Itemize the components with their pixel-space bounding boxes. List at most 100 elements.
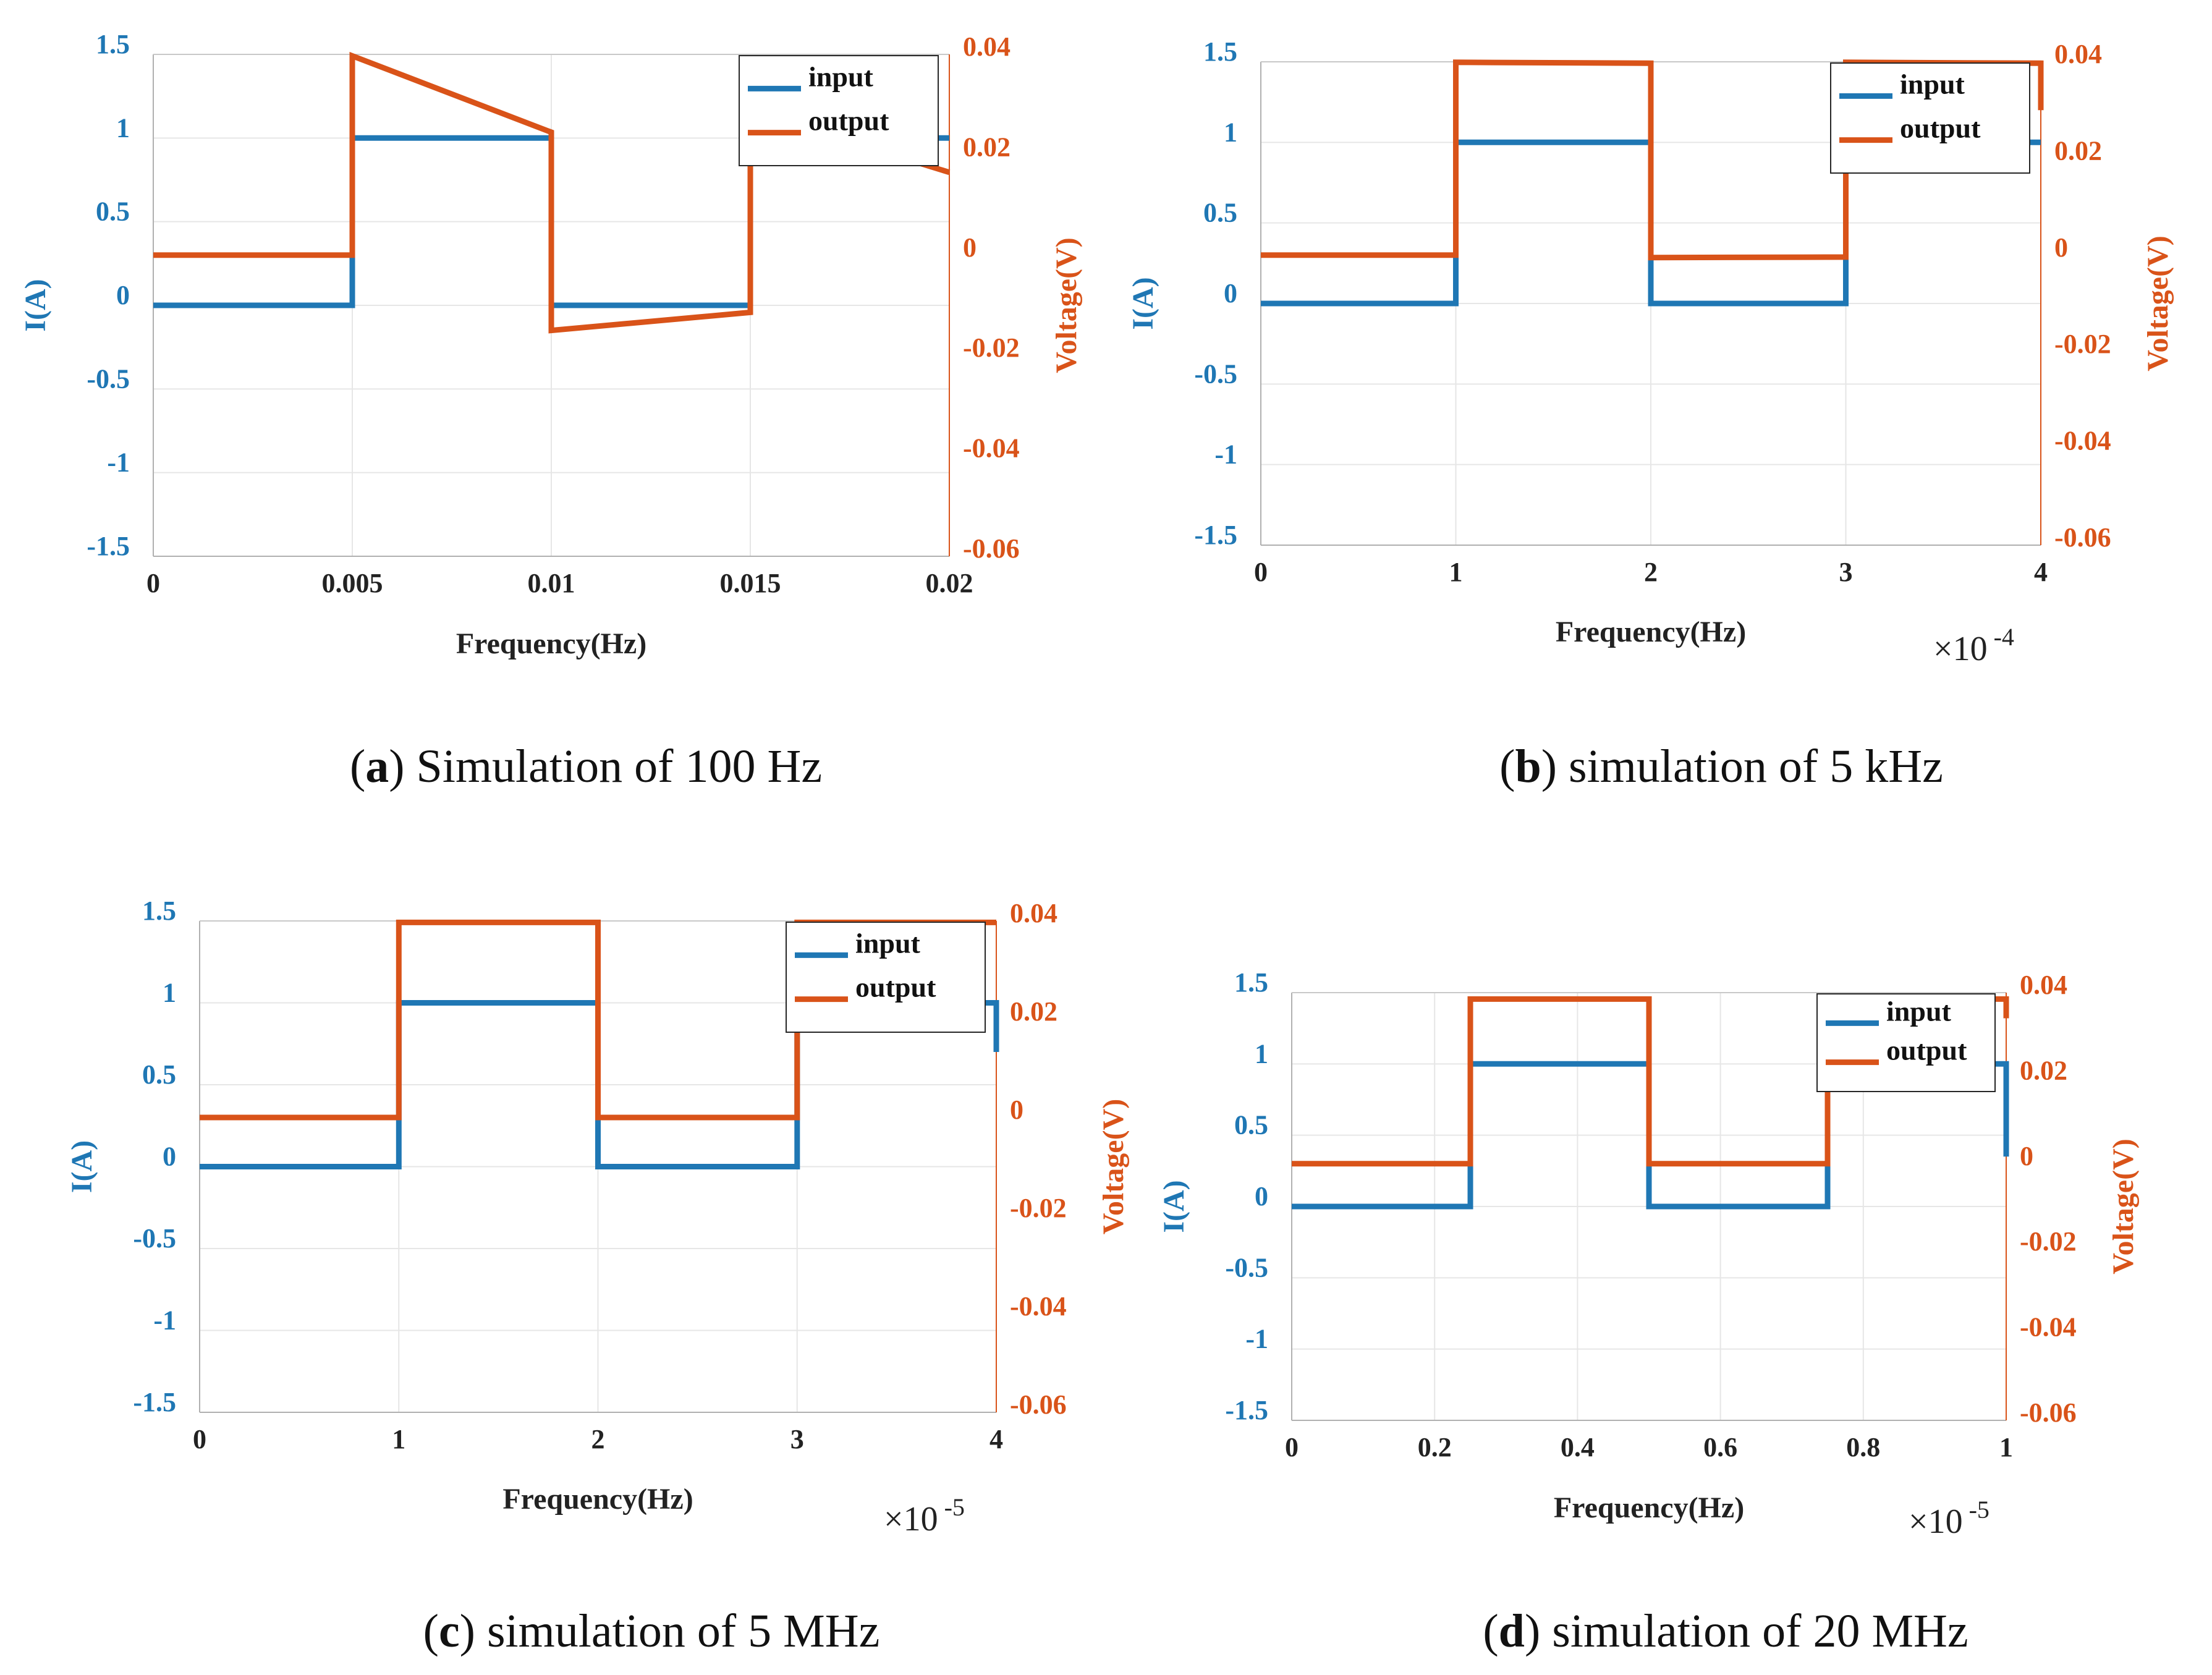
y-right-tick-label: -0.02: [1010, 1193, 1067, 1223]
y-left-tick-label: 1.5: [96, 29, 130, 59]
y-right-axis-label: Voltage(V): [2142, 235, 2174, 371]
y-left-tick-label: -1: [1214, 439, 1237, 470]
y-left-axis-label: I(A): [66, 1140, 98, 1193]
x-tick-label: 0: [1254, 557, 1268, 587]
y-left-tick-label: -0.5: [133, 1223, 176, 1253]
legend: input output: [1816, 993, 1996, 1092]
x-tick-label: 2: [1644, 557, 1658, 587]
y-right-tick-label: 0.04: [2020, 970, 2067, 1000]
x-tick-label: 1: [1449, 557, 1463, 587]
y-left-tick-label: -1: [153, 1305, 176, 1336]
y-left-tick-label: 0.5: [96, 197, 130, 227]
x-tick-label: 0.015: [720, 568, 781, 598]
caption: (d) simulation of 20 MHz: [1483, 1605, 1968, 1657]
y-right-tick-label: -0.02: [2054, 329, 2111, 359]
x-axis-label: Frequency(Hz): [456, 627, 646, 660]
x-axis-multiplier: ×10 -4: [1933, 623, 2014, 668]
x-tick-label: 4: [989, 1424, 1003, 1454]
x-tick-label: 0.8: [1846, 1432, 1880, 1462]
legend-label-output: output: [855, 972, 936, 1003]
y-left-tick-label: 0.5: [1203, 198, 1237, 228]
x-tick-label: 3: [790, 1424, 804, 1454]
chart-panel-b: 1.5 1 0.5 0 -0.5 -1 -1.5 0.04 0.02 0 -0.02 -0.04 -0.…: [1127, 36, 2174, 668]
y-right-tick-label: -0.06: [2054, 522, 2111, 553]
y-left-tick-label: -0.5: [1225, 1252, 1268, 1283]
legend: input output: [739, 55, 939, 166]
y-right-tick-label: -0.06: [2020, 1397, 2077, 1428]
x-tick-label: 0.2: [1418, 1432, 1452, 1462]
y-right-tick-label: 0.04: [2054, 39, 2102, 69]
y-left-tick-label: -1: [1245, 1324, 1268, 1354]
y-right-tick-label: 0.04: [963, 32, 1011, 62]
y-left-tick-label: 1: [1255, 1038, 1268, 1069]
legend-box: [786, 922, 986, 1033]
y-left-tick-label: -0.5: [87, 363, 130, 394]
y-left-tick-label: 1.5: [1234, 967, 1268, 998]
x-tick-label: 1: [392, 1424, 405, 1454]
y-left-tick-label: 0: [116, 280, 130, 310]
chart-panel-c: 1.5 1 0.5 0 -0.5 -1 -1.5 0.04 0.02 0 -0.02 -0.04 -0.…: [66, 896, 1130, 1538]
y-left-axis-label: I(A): [19, 279, 52, 331]
y-left-axis-label: I(A): [1158, 1180, 1190, 1232]
legend-label-input: input: [808, 61, 874, 92]
y-right-tick-label: -0.02: [963, 333, 1020, 363]
y-right-tick-label: 0: [1010, 1095, 1023, 1125]
y-left-tick-label: 0.5: [1234, 1110, 1268, 1140]
y-left-tick-label: -1.5: [87, 531, 130, 561]
x-tick-label: 2: [591, 1424, 605, 1454]
y-right-axis-label: Voltage(V): [1097, 1099, 1130, 1235]
x-axis-multiplier: ×10 -5: [884, 1493, 965, 1538]
caption: (c) simulation of 5 MHz: [423, 1605, 880, 1657]
y-left-tick-label: -1: [107, 447, 130, 478]
y-left-tick-label: -0.5: [1194, 358, 1237, 389]
x-tick-label: 0.02: [926, 568, 973, 598]
legend: input output: [1830, 62, 2030, 174]
x-axis-multiplier: ×10 -5: [1909, 1496, 1990, 1541]
legend: input output: [786, 922, 986, 1033]
y-left-tick-label: 0: [1255, 1181, 1268, 1211]
x-tick-label: 0: [193, 1424, 206, 1454]
x-tick-label: 0.4: [1561, 1432, 1595, 1462]
legend-box: [1816, 993, 1996, 1092]
x-tick-label: 0.01: [528, 568, 575, 598]
y-right-axis-label: Voltage(V): [2107, 1139, 2140, 1274]
y-left-tick-label: -1.5: [133, 1387, 176, 1417]
x-tick-label: 3: [1839, 557, 1853, 587]
y-right-axis-label: Voltage(V): [1050, 237, 1083, 373]
y-right-tick-label: -0.04: [2054, 426, 2111, 456]
x-tick-label: 4: [2034, 557, 2048, 587]
caption: (a) Simulation of 100 Hz: [350, 740, 822, 792]
legend-label-output: output: [1886, 1035, 1967, 1066]
y-left-tick-label: 1.5: [142, 896, 176, 926]
legend-box: [1830, 62, 2030, 174]
x-axis-label: Frequency(Hz): [1556, 616, 1746, 648]
x-tick-label: 0.6: [1703, 1432, 1737, 1462]
y-left-tick-label: -1.5: [1194, 520, 1237, 550]
x-axis-label: Frequency(Hz): [1554, 1491, 1744, 1524]
y-left-tick-label: 0.5: [142, 1059, 176, 1090]
y-left-tick-label: 1: [163, 978, 176, 1008]
y-right-tick-label: -0.06: [963, 533, 1020, 564]
y-right-tick-label: -0.02: [2020, 1226, 2077, 1257]
y-left-tick-label: 1.5: [1203, 36, 1237, 67]
x-tick-label: 0: [146, 568, 160, 598]
y-left-tick-label: 0: [1224, 278, 1237, 308]
y-left-axis-label: I(A): [1127, 277, 1159, 329]
x-axis-label: Frequency(Hz): [502, 1483, 693, 1516]
legend-label-input: input: [1900, 68, 1965, 100]
x-tick-label: 1: [1999, 1432, 2013, 1462]
y-right-tick-label: 0.02: [2020, 1055, 2067, 1085]
y-left-tick-label: 0: [163, 1142, 176, 1172]
legend-label-input: input: [855, 927, 921, 959]
y-right-tick-label: 0: [2054, 232, 2068, 263]
chart-panel-a: 1.5 1 0.5 0 -0.5 -1 -1.5 0.04 0.02 0 -0.02 -0.04 -0.…: [19, 29, 1083, 660]
y-right-tick-label: 0.02: [963, 132, 1011, 162]
y-right-tick-label: 0.02: [1010, 996, 1057, 1027]
y-right-tick-label: 0: [2020, 1141, 2033, 1171]
y-left-tick-label: 1: [1224, 117, 1237, 147]
legend-box: [739, 55, 939, 166]
legend-label-output: output: [808, 105, 889, 137]
x-tick-label: 0: [1285, 1432, 1299, 1462]
y-left-tick-label: -1.5: [1225, 1395, 1268, 1425]
